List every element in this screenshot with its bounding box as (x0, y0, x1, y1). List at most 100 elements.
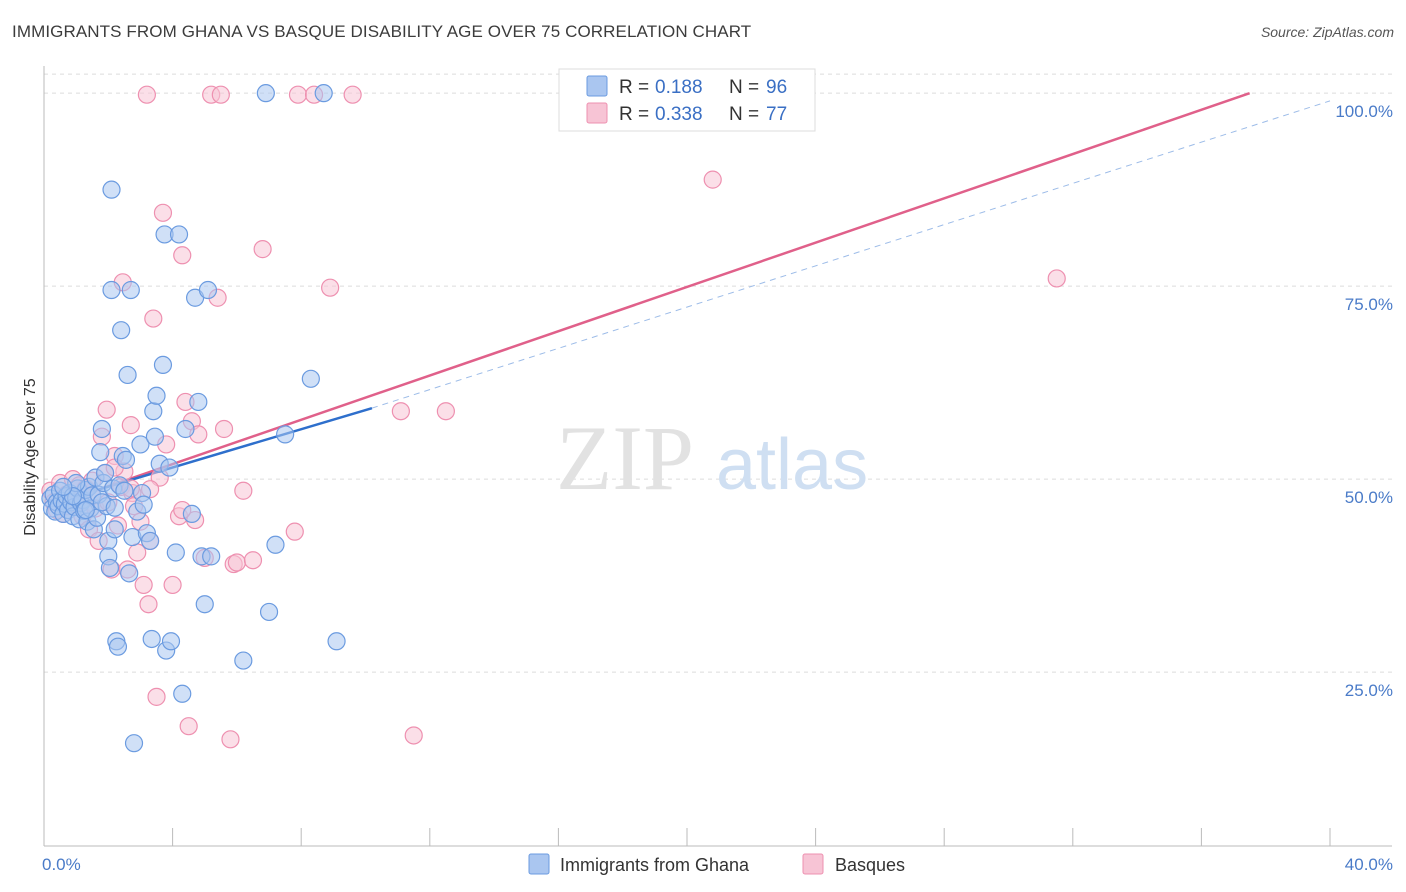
point-ghana-70 (161, 632, 181, 651)
y-tick-label-2: 75.0% (1345, 295, 1393, 314)
point-basques-45 (179, 717, 198, 736)
trend-line-ghana-extension (371, 100, 1331, 409)
series-label-basques: Basques (835, 855, 905, 875)
point-ghana-85 (266, 535, 285, 554)
chart-title: IMMIGRANTS FROM GHANA VS BASQUE DISABILI… (12, 22, 752, 41)
legend-n-label-basques: N = (729, 104, 759, 125)
source-label: Source: ZipAtlas.com (1260, 24, 1394, 40)
point-ghana-75 (182, 504, 201, 524)
point-ghana-93 (54, 477, 73, 496)
point-ghana-60 (140, 531, 160, 551)
point-basques-34 (139, 595, 158, 614)
point-ghana-74 (176, 419, 195, 439)
watermark: ZIP atlas (556, 407, 868, 509)
point-basques-18 (97, 400, 116, 419)
point-ghana-71 (166, 543, 185, 562)
point-basques-39 (153, 203, 173, 222)
watermark-atlas: atlas (716, 425, 868, 505)
point-basques-52 (211, 85, 230, 104)
series-legend: Immigrants from Ghana Basques (528, 853, 905, 875)
point-basques-43 (173, 246, 192, 265)
point-ghana-54 (124, 734, 144, 753)
y-tick-label-0: 25.0% (1345, 681, 1393, 700)
data-points (41, 84, 1066, 753)
legend-r-label-ghana: R = (619, 77, 649, 98)
point-basques-27 (121, 416, 140, 435)
point-basques-65 (391, 402, 410, 421)
point-basques-66 (404, 726, 423, 745)
point-ghana-64 (147, 386, 166, 405)
series-swatch-ghana (528, 853, 550, 875)
point-basques-61 (288, 85, 308, 104)
point-basques-68 (703, 170, 722, 189)
legend-r-value-basques: 0.338 (655, 104, 703, 125)
y-tick-label-3: 100.0% (1335, 102, 1393, 121)
point-basques-60 (285, 522, 304, 541)
point-ghana-66 (153, 355, 173, 375)
point-ghana-87 (301, 369, 320, 388)
point-basques-63 (321, 278, 340, 297)
legend-r-label-basques: R = (619, 104, 649, 125)
tick-labels: 25.0% 50.0% 75.0% 100.0% 0.0% 40.0% (42, 102, 1393, 874)
point-ghana-62 (144, 402, 163, 421)
point-ghana-32 (92, 419, 111, 439)
point-ghana-49 (116, 450, 136, 469)
point-ghana-40 (102, 280, 121, 300)
point-ghana-63 (145, 427, 165, 446)
point-basques-41 (163, 575, 182, 595)
point-ghana-61 (142, 629, 161, 649)
point-ghana-48 (115, 481, 134, 500)
point-ghana-95 (105, 498, 124, 517)
point-ghana-42 (105, 520, 124, 539)
point-basques-59 (253, 240, 272, 259)
point-ghana-52 (121, 280, 140, 300)
watermark-zip: ZIP (556, 407, 694, 509)
point-basques-32 (134, 575, 153, 595)
point-basques-64 (343, 85, 362, 104)
point-basques-53 (214, 419, 234, 439)
y-axis-label: Disability Age Over 75 (22, 378, 39, 536)
legend-n-value-ghana: 96 (766, 77, 787, 98)
legend-swatch-basques (586, 102, 608, 124)
point-basques-33 (137, 85, 156, 104)
point-basques-67 (436, 402, 455, 421)
legend-r-value-ghana: 0.188 (655, 77, 703, 98)
point-ghana-51 (120, 564, 139, 583)
legend-n-value-basques: 77 (766, 104, 787, 125)
point-ghana-79 (195, 595, 214, 614)
x-tick-label-0: 0.0% (42, 855, 81, 874)
series-label-ghana: Immigrants from Ghana (560, 855, 750, 875)
point-ghana-38 (100, 558, 120, 578)
point-basques-37 (147, 687, 166, 706)
point-ghana-31 (91, 443, 110, 462)
point-basques-57 (234, 481, 253, 500)
point-ghana-89 (327, 632, 346, 651)
legend-n-label-ghana: N = (729, 77, 759, 98)
point-ghana-50 (118, 365, 137, 385)
y-tick-label-1: 50.0% (1345, 488, 1393, 507)
point-ghana-72 (169, 225, 189, 244)
point-ghana-56 (131, 435, 150, 454)
legend-swatch-ghana (586, 75, 608, 97)
point-ghana-69 (160, 458, 179, 477)
point-ghana-82 (234, 651, 253, 670)
axes (43, 66, 1392, 847)
point-ghana-46 (112, 321, 131, 340)
point-ghana-73 (173, 684, 192, 703)
series-swatch-basques (802, 853, 824, 875)
point-ghana-34 (95, 463, 115, 483)
point-ghana-44 (108, 637, 128, 656)
point-basques-56 (227, 553, 246, 572)
point-ghana-84 (259, 602, 279, 622)
grid-lines (44, 73, 1392, 673)
point-ghana-77 (189, 392, 208, 412)
point-ghana-58 (134, 495, 153, 514)
point-basques-69 (1047, 269, 1066, 288)
x-tick-label-1: 40.0% (1345, 855, 1393, 874)
point-ghana-92 (76, 500, 95, 520)
legend: R = 0.188 N = 96 R = 0.338 N = 77 (558, 68, 816, 132)
point-ghana-86 (276, 425, 295, 444)
point-ghana-83 (256, 84, 275, 103)
point-ghana-80 (198, 280, 218, 300)
